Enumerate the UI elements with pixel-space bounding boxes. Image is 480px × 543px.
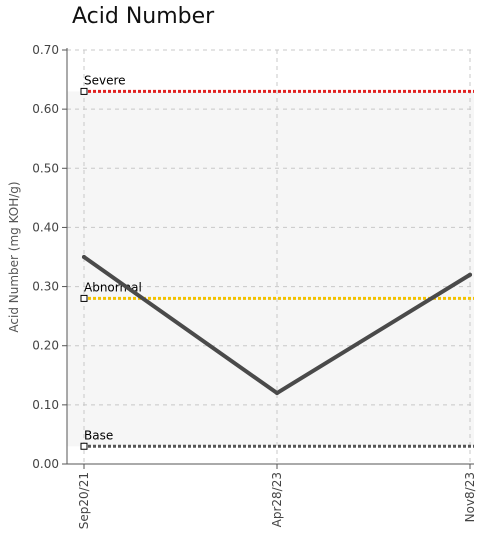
data-point bbox=[82, 255, 86, 259]
x-tick-label: Apr28/23 bbox=[270, 472, 284, 527]
shaded-band bbox=[67, 91, 474, 447]
y-tick-label: 0.20 bbox=[32, 339, 59, 353]
data-point bbox=[275, 391, 279, 396]
x-tick-label: Sep20/21 bbox=[77, 472, 91, 529]
reference-label-base: Base bbox=[84, 428, 113, 442]
y-tick-label: 0.00 bbox=[32, 457, 59, 471]
grid-lines bbox=[67, 49, 474, 464]
y-tick-label: 0.30 bbox=[32, 280, 59, 294]
y-tick-label: 0.40 bbox=[32, 220, 59, 234]
reference-lines: Severe Abnormal Base bbox=[80, 73, 474, 450]
y-tick-label: 0.50 bbox=[32, 161, 59, 175]
axes bbox=[62, 48, 474, 469]
y-tick-label: 0.60 bbox=[32, 102, 59, 116]
reference-marker-base bbox=[80, 442, 88, 450]
reference-marker-severe bbox=[80, 87, 88, 95]
y-axis-label: Acid Number (mg KOH/g) bbox=[7, 181, 21, 332]
y-tick-label: 0.10 bbox=[32, 398, 59, 412]
y-tick-label: 0.70 bbox=[32, 43, 59, 57]
reference-label-abnormal: Abnormal bbox=[84, 280, 142, 294]
shaded-range bbox=[67, 91, 474, 447]
x-tick-label: Nov8/23 bbox=[463, 472, 477, 522]
tick-labels: 0.00 0.10 0.20 0.30 0.40 0.50 0.60 0.70 Sep20/21… bbox=[7, 43, 477, 529]
reference-marker-abnormal bbox=[80, 294, 88, 302]
reference-label-severe: Severe bbox=[84, 73, 126, 87]
chart-title: Acid Number bbox=[72, 4, 215, 29]
data-point bbox=[468, 272, 472, 277]
series-lines bbox=[82, 255, 472, 396]
